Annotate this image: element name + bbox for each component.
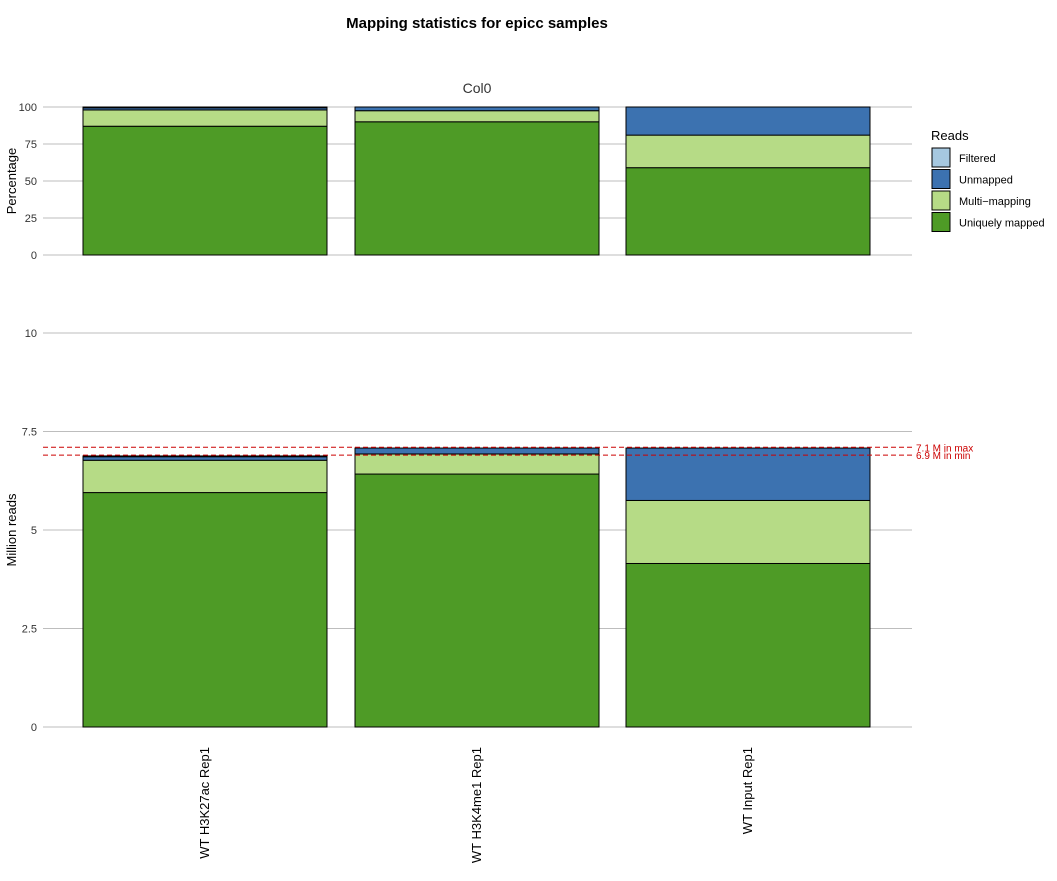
bar-segment: [354, 447, 600, 455]
bar-segment: [354, 453, 600, 475]
reference-line-label: 7.1 M in max: [916, 443, 973, 454]
legend-label: Unmapped: [959, 175, 1013, 187]
y-tick-label: 5: [31, 525, 37, 537]
legend-key: [931, 212, 951, 232]
y-tick-label: 0: [31, 722, 37, 734]
legend-label: Filtered: [959, 153, 996, 165]
bar-segment: [82, 106, 328, 109]
y-tick-label: 75: [25, 139, 37, 151]
x-tick-label: WT H3K27ac Rep1: [197, 747, 212, 859]
bar-segment: [82, 455, 328, 458]
legend: Reads Filtered Unmapped Multi−mapping Uniqu…: [931, 128, 1045, 232]
bar-segment: [354, 110, 600, 123]
legend-key: [931, 169, 951, 189]
bar-segment: [354, 473, 600, 728]
bar-segment: [82, 109, 328, 127]
bar-segment: [625, 447, 871, 501]
y-tick-label: 7.5: [22, 427, 37, 439]
facet-label: Col0: [463, 80, 492, 96]
x-tick-label: WT H3K4me1 Rep1: [469, 747, 484, 863]
chart-title: Mapping statistics for epicc samples: [346, 15, 608, 32]
y-axis-label: Percentage: [4, 148, 19, 215]
bar-segment: [82, 459, 328, 494]
chart-panels: 0 25 50 75 100 Percentage 0 2.5 5 7.5 10 Million re…: [4, 102, 973, 734]
y-tick-label: 25: [25, 213, 37, 225]
legend-label: Uniquely mapped: [959, 218, 1045, 230]
legend-key: [931, 190, 951, 211]
bar-segment: [82, 456, 328, 461]
y-tick-label: 100: [19, 102, 37, 114]
bar-segment: [625, 134, 871, 169]
y-axis-label: Million reads: [4, 493, 19, 566]
legend-key: [931, 147, 951, 168]
bar-segment: [354, 106, 600, 112]
legend-title: Reads: [931, 128, 969, 143]
x-axis-labels: WT H3K27ac Rep1 WT H3K4me1 Rep1 WT Input R…: [197, 747, 755, 863]
bar-segment: [625, 106, 871, 136]
bar-segment: [625, 499, 871, 564]
reference-line-label: 6.9 M in min: [916, 451, 970, 462]
y-tick-label: 0: [31, 250, 37, 262]
bar-segment: [625, 167, 871, 256]
bar-segment: [82, 492, 328, 728]
x-tick-label: WT Input Rep1: [740, 747, 755, 834]
y-tick-label: 10: [25, 328, 37, 340]
bar-segment: [625, 562, 871, 728]
bar-segment: [82, 125, 328, 256]
y-tick-label: 2.5: [22, 624, 37, 636]
legend-label: Multi−mapping: [959, 196, 1031, 208]
bar-segment: [354, 121, 600, 256]
y-tick-label: 50: [25, 176, 37, 188]
panel-percentage: 0 25 50 75 100 Percentage: [4, 102, 912, 262]
